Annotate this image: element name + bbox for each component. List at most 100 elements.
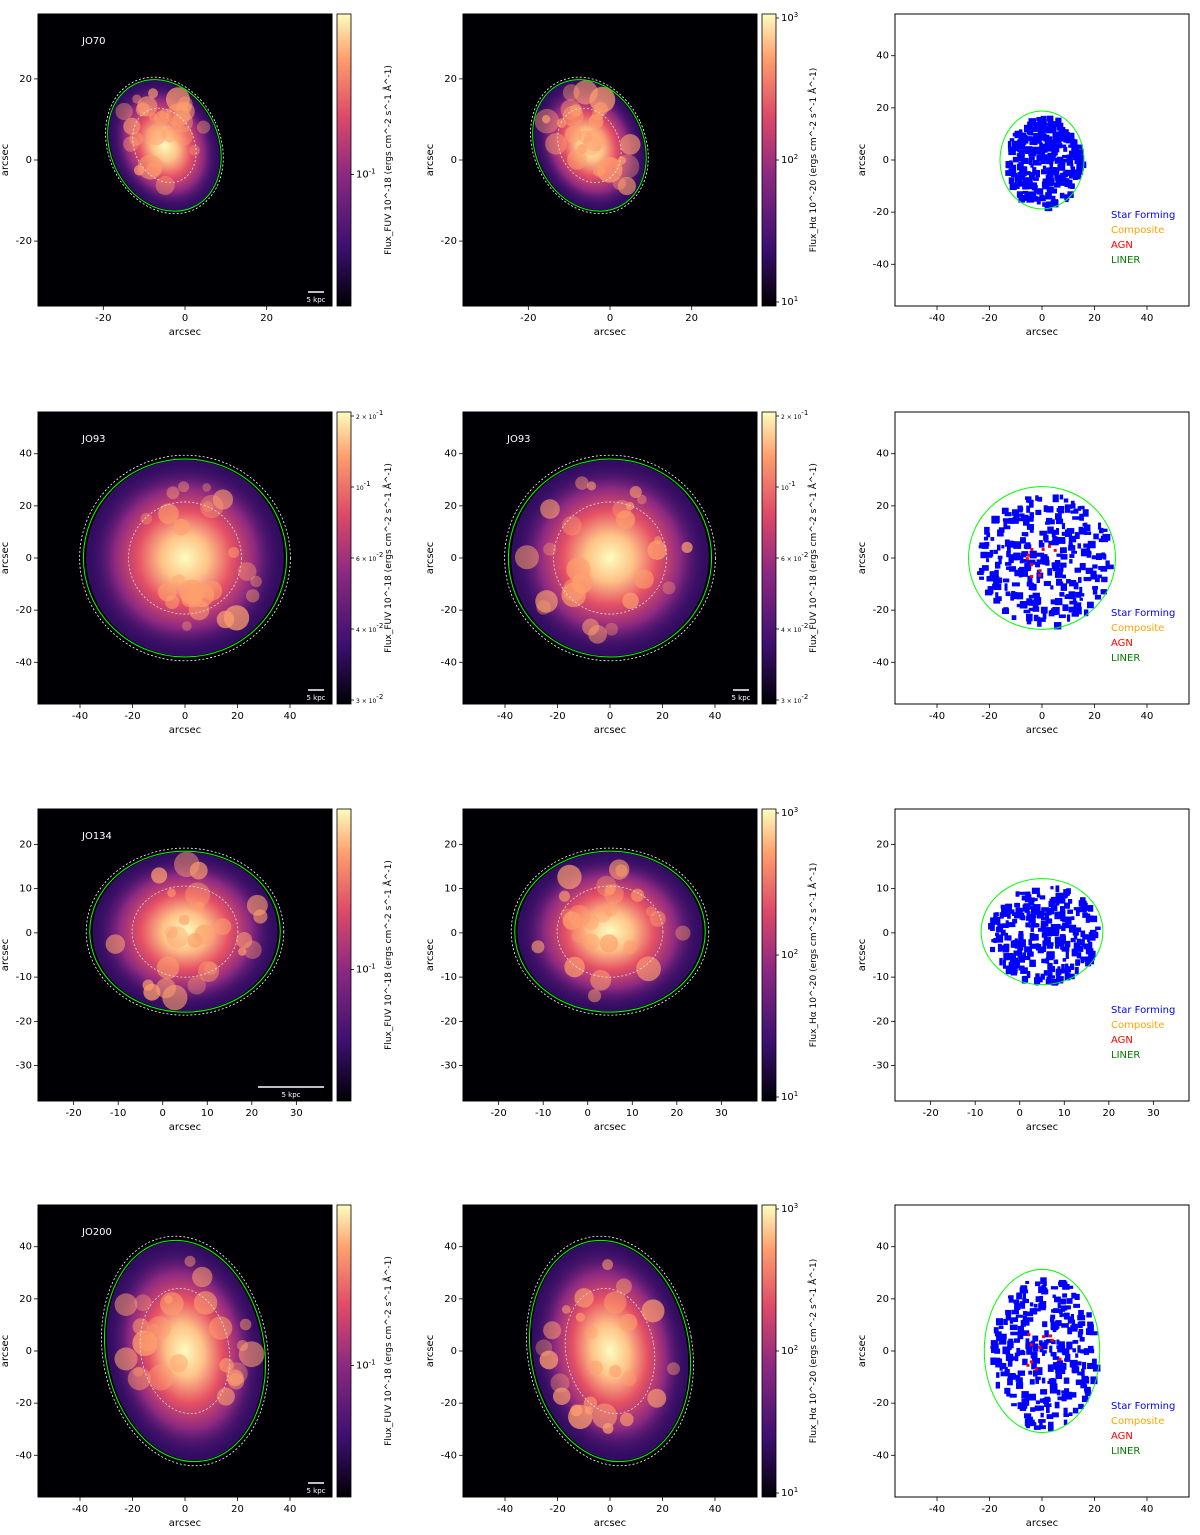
x-tick-label: 20 — [231, 1504, 244, 1515]
spaxel-star-forming — [1049, 124, 1057, 132]
galaxy-emission — [510, 847, 710, 1016]
spaxel-star-forming — [1005, 966, 1014, 975]
spaxel-star-forming — [1048, 901, 1056, 908]
x-tick-label: -20 — [520, 313, 536, 324]
y-tick-label: 0 — [883, 1346, 889, 1357]
x-tick-label: 30 — [290, 1108, 303, 1119]
spaxel-star-forming — [1061, 523, 1066, 530]
spaxel-star-forming — [1072, 150, 1079, 158]
spaxel-star-forming — [1059, 494, 1064, 500]
spaxel-star-forming — [1012, 144, 1021, 149]
colorbar-label: Flux_FUV 10^-18 (ergs cm^-2 s^-1 Å^-1) — [382, 1256, 394, 1446]
spaxel-star-forming — [1029, 959, 1036, 967]
spaxel-star-forming — [1082, 523, 1086, 527]
spaxel-star-forming — [1056, 179, 1060, 184]
spaxel-agn — [1025, 557, 1029, 561]
spaxel-star-forming — [1022, 939, 1026, 947]
spaxel-star-forming — [1005, 1313, 1012, 1321]
spaxel-star-forming — [1071, 1319, 1076, 1327]
x-tick-label: 20 — [685, 313, 698, 324]
spaxel-star-forming — [1076, 1361, 1082, 1366]
spaxel-star-forming — [1028, 924, 1036, 928]
spaxel-star-forming — [1081, 1395, 1089, 1403]
colorbar-tick-label: 101 — [781, 295, 798, 308]
spaxel-star-forming — [1032, 1343, 1039, 1349]
spaxel-star-forming — [1080, 1349, 1085, 1354]
panel-jo70-ha: 103 102 101 Flux_Hα 10^-20 (ergs cm^-2 s^-1… — [425, 11, 819, 338]
spaxel-agn — [1038, 573, 1042, 577]
spaxel-star-forming — [1008, 517, 1015, 524]
spaxel-star-forming — [1064, 606, 1068, 611]
spaxel-agn — [1038, 1345, 1042, 1349]
spaxel-star-forming — [1074, 567, 1082, 573]
spaxel-star-forming — [1009, 1318, 1014, 1324]
spaxel-star-forming — [1031, 1361, 1037, 1370]
spaxel-star-forming — [1066, 1341, 1073, 1350]
spaxel-star-forming — [1005, 562, 1012, 566]
spaxel-star-forming — [1029, 550, 1037, 559]
x-tick-label: 0 — [160, 1108, 166, 1119]
spaxel-star-forming — [1052, 494, 1059, 503]
spaxel-star-forming — [1074, 532, 1080, 539]
spaxel-star-forming — [1040, 133, 1047, 141]
spaxel-agn — [1026, 1363, 1030, 1367]
spaxel-star-forming — [1050, 1377, 1055, 1385]
legend-agn: AGN — [1111, 638, 1133, 649]
spaxel-star-forming — [994, 569, 999, 578]
spaxel-star-forming — [1071, 503, 1076, 509]
spaxel-star-forming — [1080, 905, 1086, 911]
spaxel-star-forming — [1098, 566, 1107, 570]
spaxel-star-forming — [979, 542, 987, 549]
colorbar-label: Flux_FUV 10^-18 (ergs cm^-2 s^-1 Å^-1) — [807, 463, 819, 653]
x-tick-label: 40 — [709, 711, 722, 722]
spaxel-star-forming — [1014, 569, 1020, 577]
y-tick-label: -10 — [441, 972, 457, 983]
spaxel-star-forming — [1091, 1358, 1097, 1366]
spaxel-star-forming — [999, 577, 1003, 584]
spaxel-star-forming — [1085, 524, 1091, 532]
spaxel-star-forming — [1047, 1426, 1054, 1432]
spaxel-star-forming — [1008, 555, 1014, 564]
spaxel-star-forming — [1087, 540, 1096, 549]
spaxel-star-forming — [998, 1358, 1003, 1365]
x-tick-label: 0 — [1039, 711, 1045, 722]
spaxel-star-forming — [1052, 536, 1058, 543]
white-contour — [85, 847, 285, 1016]
spaxel-star-forming — [1020, 537, 1026, 544]
colorbar — [336, 13, 352, 307]
y-tick-label: -30 — [441, 1061, 457, 1072]
spaxel-star-forming — [1000, 1371, 1008, 1377]
spaxel-star-forming — [1013, 960, 1020, 969]
spaxel-star-forming — [1014, 130, 1022, 139]
spaxel-star-forming — [1072, 146, 1079, 153]
spaxel-star-forming — [1085, 567, 1094, 574]
spaxel-star-forming — [1086, 1312, 1092, 1318]
spaxel-star-forming — [1052, 926, 1057, 933]
spaxel-star-forming — [1012, 509, 1020, 516]
spaxel-star-forming — [1062, 175, 1067, 181]
x-tick-label: 20 — [1088, 313, 1101, 324]
spaxel-star-forming — [1040, 973, 1045, 980]
spaxel-star-forming — [1063, 137, 1068, 143]
spaxel-star-forming — [1012, 156, 1020, 163]
spaxel-star-forming — [1068, 924, 1077, 933]
spaxel-star-forming — [1073, 508, 1079, 514]
spaxel-star-forming — [1005, 566, 1013, 570]
x-tick-label: 0 — [585, 1108, 591, 1119]
spaxel-star-forming — [1057, 1302, 1061, 1308]
spaxel-star-forming — [1077, 543, 1081, 549]
spaxel-star-forming — [1027, 575, 1033, 584]
spaxel-star-forming — [1042, 557, 1050, 565]
x-tick-label: 30 — [715, 1108, 728, 1119]
spaxel-star-forming — [995, 1318, 1003, 1326]
spaxel-star-forming — [1076, 952, 1082, 959]
spaxel-star-forming — [1079, 948, 1083, 952]
spaxel-star-forming — [1016, 592, 1024, 600]
x-tick-label: 20 — [656, 711, 669, 722]
spaxel-star-forming — [1079, 1337, 1085, 1342]
spaxel-star-forming — [1079, 505, 1085, 510]
spaxel-star-forming — [1050, 599, 1057, 605]
spaxel-star-forming — [1070, 163, 1074, 169]
spaxel-star-forming — [1066, 1391, 1073, 1400]
spaxel-star-forming — [1029, 119, 1033, 127]
